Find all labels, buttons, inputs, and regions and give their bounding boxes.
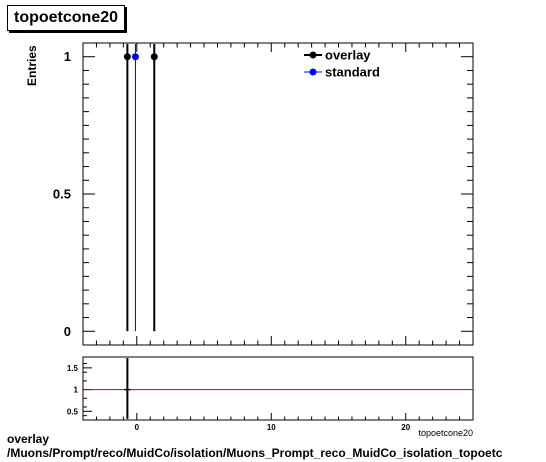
footer-line-2: /Muons/Prompt/reco/MuidCo/isolation/Muon… [7,446,503,460]
ratio-panel: 0.5 1 1.5 0 10 20 topoetcone20 [67,356,474,438]
legend-standard-label: standard [325,65,380,80]
main-y-ticks: 00.51 [53,49,473,339]
ratio-y-tick-label: 1 [74,386,79,395]
ratio-x-tick-label: 0 [135,423,140,432]
standard-point [131,53,139,61]
main-data-marks [123,44,158,332]
ratio-x-ticks: 0 10 20 [82,413,474,432]
ratio-y-ticks: 0.5 1 1.5 [67,363,92,416]
legend: overlay standard [304,48,380,80]
y-tick-label: 0.5 [53,187,71,202]
ratio-y-tick-label: 1.5 [67,364,79,373]
ratio-y-tick-label: 0.5 [67,407,79,416]
y-tick-label: 1 [64,49,71,64]
legend-standard-marker [309,68,317,76]
overlay-point [123,53,131,61]
footer-line-1: overlay [7,432,50,446]
ratio-x-tick-label: 20 [401,423,410,432]
x-axis-label: topoetcone20 [418,428,473,438]
main-x-ticks [82,43,474,345]
legend-overlay-marker [309,51,317,59]
legend-overlay-label: overlay [325,48,371,63]
y-axis-label: Entries [25,45,39,86]
overlay-point [150,53,158,61]
y-tick-label: 0 [64,324,71,339]
main-frame [82,42,474,346]
ratio-data-marks [83,358,473,419]
main-panel: 00.51 Entries overlay standard [25,42,474,346]
ratio-x-tick-label: 10 [267,423,276,432]
ratio-frame [82,356,474,421]
chart-title: topoetcone20 [7,5,126,31]
